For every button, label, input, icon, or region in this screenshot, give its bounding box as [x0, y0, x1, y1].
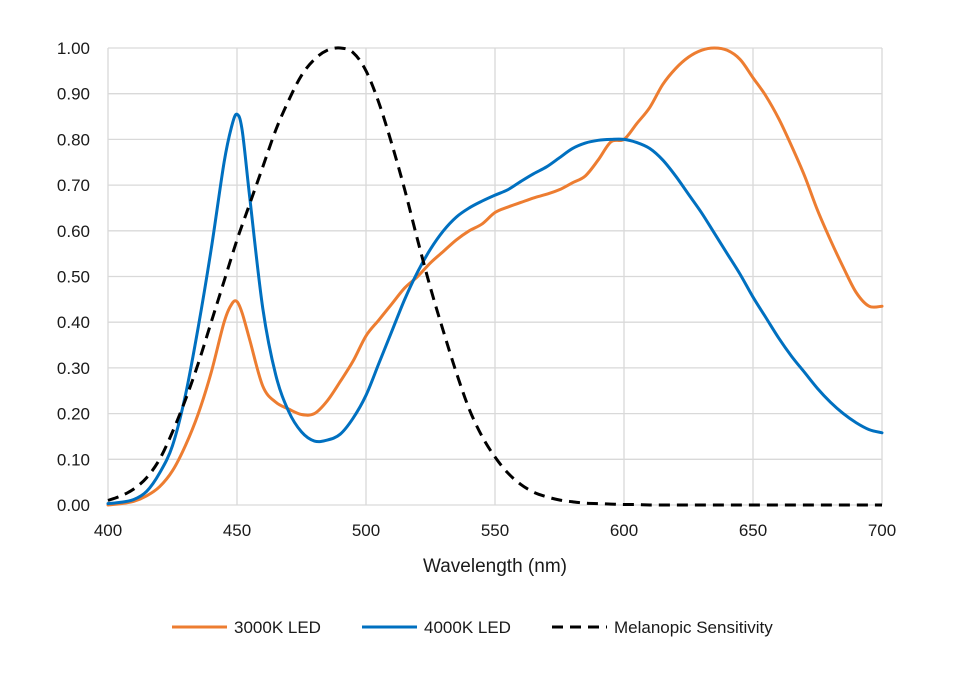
x-tick-label: 550 — [481, 521, 509, 540]
legend: 3000K LED 4000K LED Melanopic Sensitivity — [172, 618, 773, 637]
series-line-melanopic-sensitivity — [107, 46, 882, 507]
x-tick-label: 650 — [739, 521, 767, 540]
y-tick-label: 0.50 — [57, 268, 90, 287]
legend-label-4000k-led: 4000K LED — [424, 618, 511, 637]
x-tick-label: 700 — [868, 521, 896, 540]
y-tick-label: 0.30 — [57, 359, 90, 378]
y-tick-label: 0.40 — [57, 313, 90, 332]
y-tick-label: 0.10 — [57, 450, 90, 469]
y-tick-label: 0.70 — [57, 176, 90, 195]
legend-label-3000k-led: 3000K LED — [234, 618, 321, 637]
y-tick-label: 0.00 — [57, 496, 90, 515]
x-tick-label: 500 — [352, 521, 380, 540]
tick-labels: 0.00 0.10 0.20 0.30 0.40 0.50 0.60 0.70 0.80 0.90… — [57, 39, 896, 540]
gridlines — [107, 47, 883, 506]
y-tick-label: 0.90 — [57, 85, 90, 104]
x-tick-label: 400 — [94, 521, 122, 540]
y-tick-label: 1.00 — [57, 39, 90, 58]
y-tick-label: 0.80 — [57, 130, 90, 149]
y-tick-label: 0.60 — [57, 222, 90, 241]
x-axis-title: Wavelength (nm) — [423, 556, 567, 577]
series-lines — [106, 46, 884, 507]
series-line-3000k-led — [106, 46, 884, 507]
x-tick-label: 450 — [223, 521, 251, 540]
series-line-4000k-led — [106, 112, 884, 506]
y-tick-label: 0.20 — [57, 405, 90, 424]
x-tick-label: 600 — [610, 521, 638, 540]
legend-label-melanopic-sensitivity: Melanopic Sensitivity — [614, 618, 773, 637]
